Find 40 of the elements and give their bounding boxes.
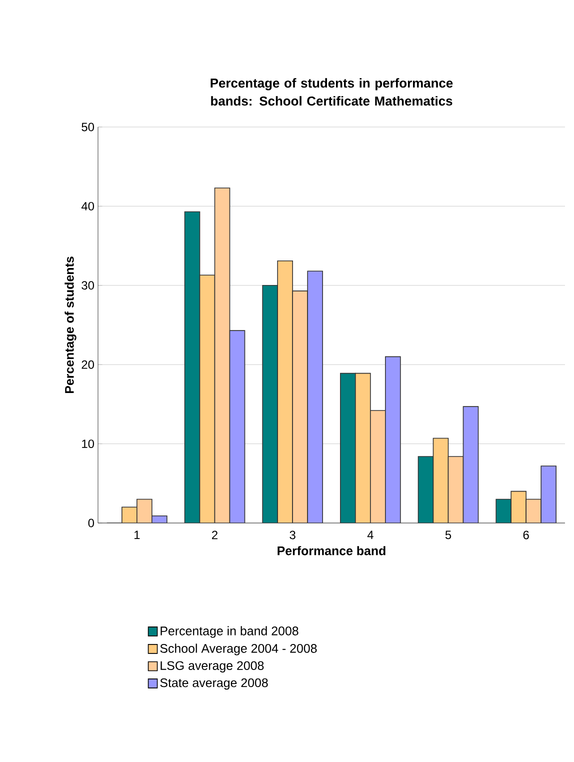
- bar: [355, 372, 371, 523]
- bar: [184, 211, 200, 523]
- x-tick-label: 3: [290, 530, 296, 540]
- bar: [277, 260, 293, 523]
- bar: [432, 438, 449, 523]
- legend-label: LSG average 2008: [160, 661, 264, 672]
- x-tick-label: 5: [445, 530, 452, 540]
- bar: [214, 188, 230, 523]
- legend-label: Percentage in band 2008: [160, 626, 298, 638]
- y-axis-title: Percentage of students: [64, 256, 76, 394]
- bar: [307, 270, 323, 523]
- bar: [262, 285, 278, 523]
- x-tick-label: 6: [523, 530, 529, 540]
- x-axis-title: Performance band: [278, 546, 386, 556]
- y-tick-label: 40: [81, 202, 94, 210]
- y-tick-label: 10: [82, 440, 94, 448]
- y-tick-label: 50: [82, 122, 94, 132]
- legend-label: State average 2008: [160, 678, 268, 690]
- bar: [510, 490, 526, 523]
- legend-label: School Average 2004 - 2008: [160, 644, 317, 656]
- y-tick-label: 30: [82, 281, 94, 290]
- y-tick-label: 20: [82, 360, 94, 369]
- x-tick-label: 4: [367, 530, 374, 539]
- bar: [385, 356, 401, 523]
- bar: [229, 330, 246, 523]
- bar: [540, 466, 556, 523]
- bar: [136, 498, 152, 523]
- x-tick-label: 1: [134, 530, 140, 539]
- y-tick-label: 0: [88, 518, 94, 528]
- bar: [292, 290, 308, 523]
- bar: [526, 498, 542, 523]
- bar: [448, 456, 464, 523]
- bar: [462, 406, 479, 523]
- x-tick-label: 2: [212, 530, 218, 540]
- bar: [340, 372, 356, 523]
- bar: [496, 498, 512, 523]
- bar: [370, 410, 386, 523]
- bar: [199, 274, 216, 523]
- chart-title: Percentage of students in performance bands: School Certificate Mathematics: [210, 78, 453, 106]
- bar: [418, 456, 434, 523]
